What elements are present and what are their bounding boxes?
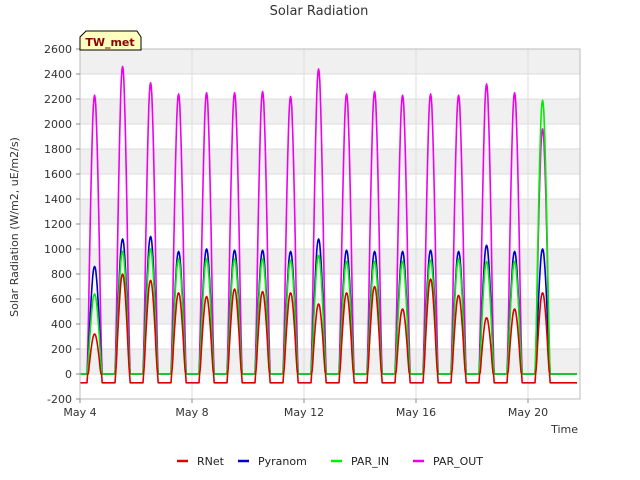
y-tick-label: 2000 <box>44 118 72 131</box>
x-tick-label: May 20 <box>508 406 548 419</box>
y-tick-label: 2600 <box>44 43 72 56</box>
y-tick-label: 1200 <box>44 218 72 231</box>
plot-band <box>80 374 580 399</box>
axes: -200 0 200 400 600 800 1000 1200 1400 1600 1800 200… <box>44 43 581 419</box>
chart-title: Solar Radiation <box>270 4 369 19</box>
plot-band <box>80 174 580 199</box>
y-tick-label: -200 <box>47 393 72 406</box>
plot-band <box>80 49 580 74</box>
series-layer <box>79 65 578 384</box>
y-tick-label: 1800 <box>44 143 72 156</box>
y-tick-label: 0 <box>65 368 72 381</box>
plot-band <box>80 224 580 249</box>
site-badge-box <box>79 30 142 51</box>
legend-label: PAR_IN <box>351 455 389 468</box>
x-tick-label: May 12 <box>284 406 324 419</box>
legend: RNet Pyranom PAR_IN PAR_OUT <box>177 455 483 468</box>
plot-band <box>80 199 580 224</box>
y-tick-label: 800 <box>51 268 72 281</box>
y-tick-label: 600 <box>51 293 72 306</box>
plot-band <box>80 99 580 124</box>
legend-label: RNet <box>197 455 225 468</box>
plot-band <box>80 299 580 324</box>
plot-band <box>80 249 580 274</box>
plot-band <box>80 324 580 349</box>
site-badge: TW_met <box>79 30 142 51</box>
x-tick-label: May 4 <box>63 406 96 419</box>
plot-bands <box>80 49 580 399</box>
x-tick-label: May 16 <box>396 406 436 419</box>
y-axis-label: Solar Radiation (W/m2, uE/m2/s) <box>8 137 21 317</box>
y-tick-label: 2200 <box>44 93 72 106</box>
series-line-rnet <box>79 273 578 384</box>
x-tick-label: May 8 <box>175 406 208 419</box>
legend-label: Pyranom <box>258 455 307 468</box>
plot-band <box>80 349 580 374</box>
plot-band <box>80 74 580 99</box>
y-tick-label: 1400 <box>44 193 72 206</box>
site-badge-label: TW_met <box>85 36 134 49</box>
y-tick-label: 1000 <box>44 243 72 256</box>
x-axis-label: Time <box>550 423 578 436</box>
plot-band <box>80 274 580 299</box>
legend-label: PAR_OUT <box>433 455 483 468</box>
plot-band <box>80 149 580 174</box>
y-tick-label: 200 <box>51 343 72 356</box>
y-tick-label: 1600 <box>44 168 72 181</box>
y-tick-label: 400 <box>51 318 72 331</box>
y-tick-label: 2400 <box>44 68 72 81</box>
plot-band <box>80 124 580 149</box>
